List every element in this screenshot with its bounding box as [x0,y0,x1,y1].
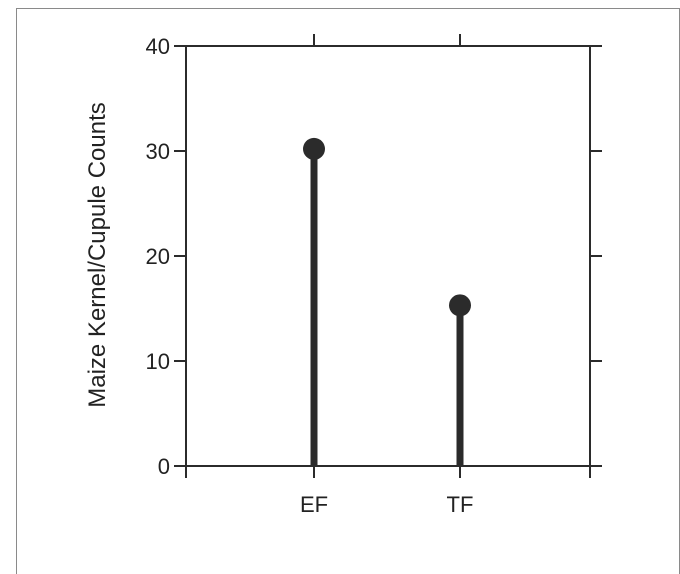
y-axis-title: Maize Kernel/Cupule Counts [84,102,111,408]
y-tick-label-0: 0 [158,454,170,479]
y-tick-label-10: 10 [146,349,170,374]
x-tick-label-TF: TF [447,492,474,517]
point-TF [449,294,471,317]
plot-axes [185,45,591,467]
y-axis-ticks: 0 10 20 30 40 [146,34,602,479]
data-marks [303,137,471,466]
chart-frame [16,8,680,574]
y-tick-label-40: 40 [146,34,170,59]
y-tick-label-30: 30 [146,139,170,164]
plot-box [185,45,591,467]
x-tick-label-EF: EF [300,492,328,517]
point-EF [303,137,325,160]
x-axis-ticks: EF TF [185,34,591,517]
y-tick-label-20: 20 [146,244,170,269]
